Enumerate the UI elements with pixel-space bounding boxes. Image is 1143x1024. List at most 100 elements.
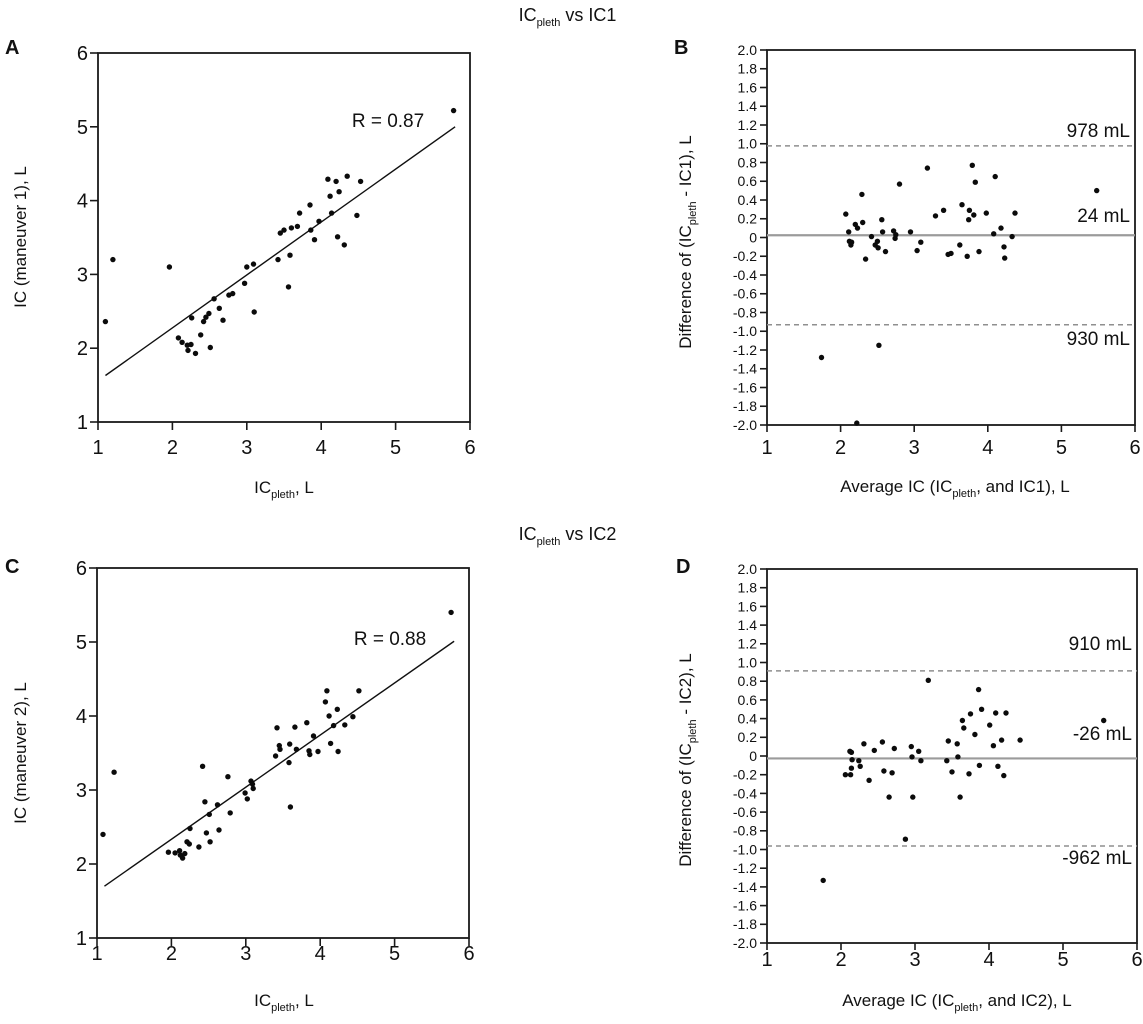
data-point xyxy=(179,339,185,345)
panel-c-points xyxy=(100,609,454,861)
data-point xyxy=(976,762,983,769)
data-point xyxy=(102,318,109,325)
data-point xyxy=(333,178,339,185)
data-point xyxy=(961,725,967,731)
data-point xyxy=(211,296,217,302)
data-point xyxy=(326,713,332,719)
svg-text:2: 2 xyxy=(77,338,88,360)
data-point xyxy=(327,193,333,199)
data-point xyxy=(876,342,882,348)
svg-text:0: 0 xyxy=(749,748,757,764)
panel-a-y-ticks: 6 5 4 3 2 1 xyxy=(77,43,98,434)
data-point xyxy=(959,717,966,724)
subscript-text: pleth xyxy=(271,1002,295,1014)
panel-b-xaxis-title: Average IC (ICpleth, and IC1), L xyxy=(840,477,1070,500)
data-point xyxy=(220,317,226,323)
panel-b-yaxis-title: Difference of (ICpleth - IC1), L xyxy=(676,135,699,348)
svg-text:5: 5 xyxy=(76,632,87,654)
svg-text:1: 1 xyxy=(91,943,102,965)
svg-text:3: 3 xyxy=(909,437,920,459)
svg-text:-1.8: -1.8 xyxy=(733,916,757,932)
svg-text:-0.8: -0.8 xyxy=(733,823,757,839)
panel-c-y-ticks: 6 5 4 3 2 1 xyxy=(76,558,97,950)
svg-text:1: 1 xyxy=(761,437,772,459)
data-point xyxy=(909,754,915,760)
data-point xyxy=(244,796,250,802)
subscript-text: pleth xyxy=(687,201,699,226)
data-point xyxy=(1101,717,1107,724)
panel-d-plot: 1 2 3 4 5 6 2.0 1.8 1.6 1.4 1.2 1.0 0.8 0.6 0.4 0.2 0 -0.… xyxy=(733,561,1143,971)
panel-d-yaxis-title: Difference of (ICpleth - IC2), L xyxy=(676,653,699,866)
panel-b-plot: 1 2 3 4 5 6 2.0 1.8 1.6 1.4 1.2 1.0 0.8 0.6 0.4 0.2 0 -0.… xyxy=(733,42,1141,459)
data-point xyxy=(310,733,317,739)
svg-text:3: 3 xyxy=(77,264,88,286)
data-point xyxy=(1009,233,1015,240)
svg-text:0.6: 0.6 xyxy=(738,173,758,189)
data-point xyxy=(325,176,331,182)
data-point xyxy=(198,332,204,338)
data-point xyxy=(448,609,454,616)
data-point xyxy=(207,839,213,845)
data-point xyxy=(315,748,321,755)
data-point xyxy=(891,745,897,752)
data-point xyxy=(327,740,334,747)
data-point xyxy=(227,810,233,816)
data-point xyxy=(277,746,283,752)
data-point xyxy=(354,212,360,219)
svg-text:-1.6: -1.6 xyxy=(733,898,757,914)
data-point xyxy=(175,335,182,341)
data-point xyxy=(334,706,340,712)
data-point xyxy=(998,225,1004,231)
data-point xyxy=(856,758,862,764)
figure-title-middle: ICpleth vs IC2 xyxy=(0,524,1135,548)
data-point xyxy=(932,213,939,219)
svg-text:-1.8: -1.8 xyxy=(733,398,757,414)
svg-text:-2.0: -2.0 xyxy=(733,417,757,433)
data-point xyxy=(206,310,212,317)
data-point xyxy=(972,731,978,738)
svg-text:3: 3 xyxy=(240,943,251,965)
data-point xyxy=(216,827,222,833)
svg-text:2.0: 2.0 xyxy=(738,42,758,58)
svg-text:6: 6 xyxy=(464,437,475,459)
data-point xyxy=(966,207,973,213)
svg-text:1.6: 1.6 xyxy=(738,79,758,95)
data-point xyxy=(908,743,914,750)
data-point xyxy=(288,225,295,231)
data-point xyxy=(287,252,293,258)
svg-text:-0.4: -0.4 xyxy=(733,267,757,283)
svg-text:2: 2 xyxy=(835,949,846,971)
svg-text:1: 1 xyxy=(77,412,88,434)
data-point xyxy=(976,248,982,255)
panel-c-yaxis-title: IC (maneuver 2), L xyxy=(11,682,31,824)
data-point xyxy=(993,710,999,716)
data-point xyxy=(862,256,869,262)
data-point xyxy=(874,238,881,244)
data-point xyxy=(294,223,301,230)
data-point xyxy=(244,264,250,270)
label-text: vs IC2 xyxy=(560,524,617,544)
data-point xyxy=(882,248,889,255)
panel-a-frame xyxy=(97,52,471,423)
data-point xyxy=(242,790,248,796)
data-point xyxy=(272,753,279,759)
data-point xyxy=(214,802,221,808)
data-point xyxy=(978,706,985,712)
svg-text:0.6: 0.6 xyxy=(738,692,758,708)
data-point xyxy=(924,165,931,171)
data-point xyxy=(281,227,287,233)
data-point xyxy=(854,225,861,231)
data-point xyxy=(944,758,950,764)
data-point xyxy=(889,770,895,776)
panel-d-xaxis-title: Average IC (ICpleth, and IC2), L xyxy=(842,991,1072,1014)
svg-text:-0.6: -0.6 xyxy=(733,804,757,820)
data-point xyxy=(971,212,977,218)
data-point xyxy=(1094,187,1100,194)
panel-b-lower-loa-label: 930 mL xyxy=(1066,329,1130,350)
data-point xyxy=(1001,244,1007,250)
data-point xyxy=(277,230,283,236)
data-point xyxy=(230,290,236,297)
data-point xyxy=(179,855,186,861)
data-point xyxy=(203,314,209,320)
svg-text:6: 6 xyxy=(463,943,474,965)
